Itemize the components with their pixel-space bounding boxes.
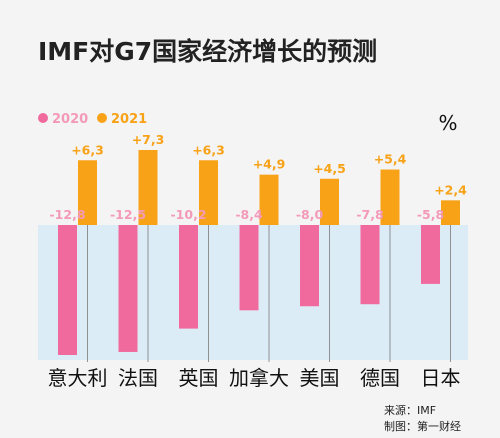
bar-2021-2 — [199, 160, 218, 225]
category-label-0: 意大利 — [48, 366, 108, 390]
bar-2021-5 — [380, 169, 400, 225]
value-label-2020-0: -12,8 — [49, 207, 85, 222]
bar-2021-3 — [259, 174, 279, 225]
category-label-2: 英国 — [179, 366, 219, 390]
bar-2021-1 — [138, 150, 158, 225]
category-label-6: 日本 — [421, 366, 461, 390]
value-label-2020-5: -7,8 — [356, 207, 383, 222]
bar-2021-0 — [78, 160, 97, 225]
value-label-2021-4: +4,5 — [313, 161, 346, 176]
legend-label-2020: 2020 — [52, 112, 88, 127]
value-label-2021-1: +7,3 — [132, 132, 165, 147]
source-text: 来源：IMF — [384, 403, 436, 417]
unit-label: % — [438, 111, 457, 135]
bars-group — [58, 150, 460, 362]
bar-2020-5 — [360, 225, 380, 305]
credit-text: 制图：第一财经 — [384, 419, 461, 433]
category-label-1: 法国 — [118, 366, 158, 390]
bar-2020-0 — [58, 225, 77, 355]
bar-2021-4 — [320, 178, 339, 225]
value-label-2020-4: -8,0 — [296, 207, 324, 222]
chart-title: IMF对G7国家经济增长的预测 — [38, 37, 377, 66]
bar-2020-6 — [421, 225, 440, 284]
value-label-2021-2: +6,3 — [192, 142, 225, 157]
value-label-2020-3: -8,4 — [235, 207, 263, 222]
legend-label-2021: 2021 — [111, 112, 147, 127]
legend-swatch-2021 — [97, 113, 107, 123]
value-label-2020-1: -12,5 — [110, 207, 146, 222]
value-label-2020-6: -5,8 — [417, 207, 444, 222]
legend-swatch-2020 — [38, 113, 48, 123]
category-label-4: 美国 — [300, 366, 340, 390]
value-label-2021-6: +2,4 — [434, 182, 467, 197]
bar-2020-3 — [239, 225, 259, 311]
category-labels-group: 意大利 法国 英国 加拿大 美国 德国 日本 — [48, 366, 461, 390]
value-label-2021-0: +6,3 — [71, 142, 104, 157]
bar-2020-1 — [118, 225, 138, 352]
bar-2021-6 — [441, 200, 460, 225]
category-label-5: 德国 — [360, 366, 400, 390]
value-labels-group: -12,8 +6,3 -12,5 +7,3 -10,2 +6,3 -8,4 +4,9 -8,0 +… — [49, 132, 467, 222]
legend: 2020 2021 — [38, 112, 147, 127]
bar-2020-4 — [300, 225, 319, 307]
bar-2020-2 — [179, 225, 198, 329]
value-label-2020-2: -10,2 — [170, 207, 206, 222]
value-label-2021-5: +5,4 — [374, 152, 407, 167]
value-label-2021-3: +4,9 — [253, 157, 286, 172]
category-label-3: 加拿大 — [229, 366, 289, 390]
